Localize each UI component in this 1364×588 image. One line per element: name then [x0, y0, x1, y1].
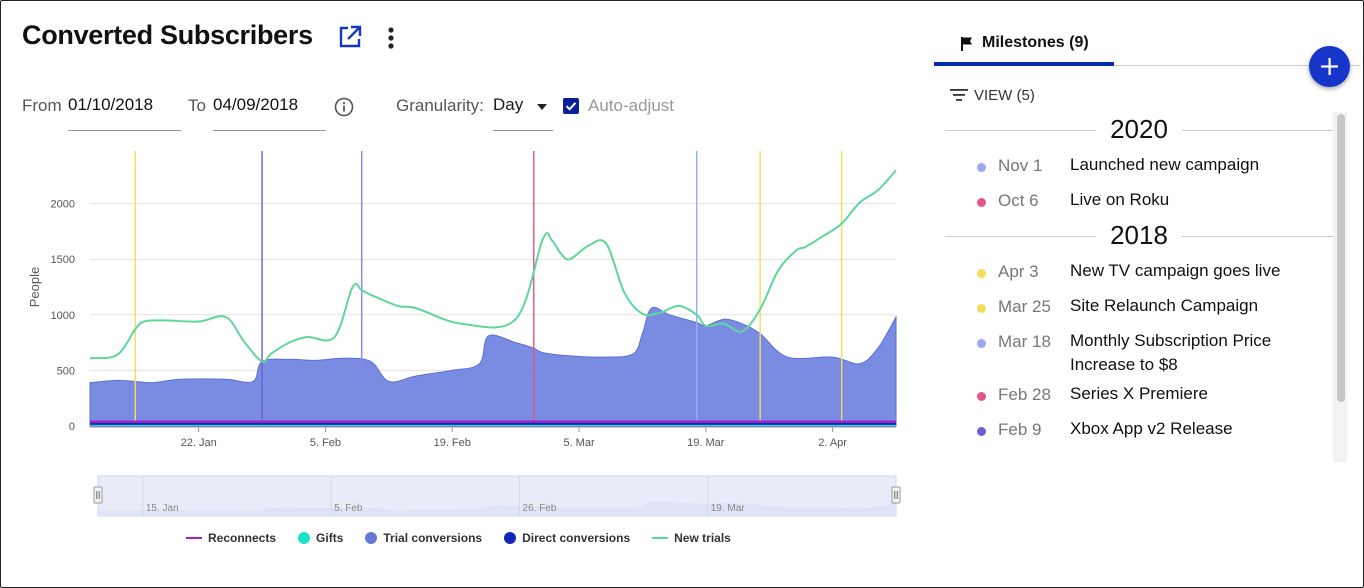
view-filter-button[interactable]: VIEW (5): [950, 84, 1035, 106]
check-icon: [565, 102, 577, 111]
x-tick-label: 5. Feb: [310, 437, 341, 449]
legend-swatch: [652, 537, 669, 539]
milestone-item[interactable]: Mar 25 Site Relaunch Campaign: [945, 289, 1333, 324]
year-label: 2018: [1096, 220, 1182, 251]
more-vertical-icon[interactable]: [381, 26, 401, 52]
milestone-date: Apr 3: [998, 262, 1039, 281]
from-date-field[interactable]: 01/10/2018: [68, 95, 181, 131]
milestone-title: Series X Premiere: [1070, 384, 1208, 403]
to-date-field[interactable]: 04/09/2018: [213, 95, 326, 131]
y-axis-label: People: [27, 267, 42, 307]
milestone-color-dot: [977, 269, 986, 278]
legend-item[interactable]: Reconnects: [186, 531, 276, 545]
page-title: Converted Subscribers: [22, 20, 313, 50]
milestone-item[interactable]: Oct 6 Live on Roku: [945, 183, 1333, 218]
milestone-color-dot: [977, 427, 986, 436]
year-header: 2018: [945, 218, 1333, 254]
from-label: From: [22, 96, 62, 115]
legend-label: Direct conversions: [522, 531, 631, 545]
legend-swatch: [365, 532, 378, 544]
y-tick-label: 1500: [51, 254, 75, 266]
milestone-title: Monthly Subscription Price Increase to $…: [1070, 331, 1272, 374]
milestone-color-dot: [977, 339, 986, 348]
legend-item[interactable]: Gifts: [298, 531, 343, 545]
info-icon[interactable]: [334, 97, 354, 117]
legend-label: Gifts: [316, 531, 344, 545]
navigator-right-handle[interactable]: [891, 486, 901, 504]
milestone-item[interactable]: Feb 9 Xbox App v2 Release: [945, 412, 1333, 447]
y-tick-label: 0: [69, 421, 75, 433]
milestone-color-dot: [977, 304, 986, 313]
trial-conversions-area[interactable]: [89, 306, 897, 427]
year-label: 2020: [1096, 114, 1182, 145]
legend-item[interactable]: Direct conversions: [504, 531, 630, 545]
milestone-item[interactable]: Apr 3 New TV campaign goes live: [945, 254, 1333, 289]
granularity-select[interactable]: Day: [493, 95, 553, 131]
navigator-tick-label: 26. Feb: [522, 503, 556, 514]
milestone-item[interactable]: Feb 28 Series X Premiere: [945, 377, 1333, 412]
external-link-icon[interactable]: [337, 24, 363, 50]
x-tick-label: 2. Apr: [818, 437, 847, 449]
navigator-left-handle[interactable]: [93, 486, 103, 504]
navigator-series-area: [98, 501, 896, 516]
tab-milestones[interactable]: Milestones (9): [934, 24, 1114, 66]
legend-item[interactable]: Trial conversions: [365, 531, 482, 545]
scrollbar-thumb[interactable]: [1337, 114, 1345, 402]
milestone-title: Live on Roku: [1070, 190, 1170, 209]
milestone-title: Site Relaunch Campaign: [1070, 296, 1259, 315]
granularity-label: Granularity:: [396, 96, 484, 115]
legend-swatch: [186, 537, 202, 539]
legend-label: New trials: [674, 531, 731, 545]
tab-milestones-label: Milestones (9): [982, 34, 1089, 51]
legend-label: Reconnects: [208, 531, 277, 545]
milestone-color-dot: [977, 392, 986, 401]
milestone-title: New TV campaign goes live: [1070, 261, 1281, 280]
auto-adjust-label: Auto-adjust: [588, 96, 674, 115]
milestone-date: Mar 25: [998, 297, 1051, 316]
milestone-date: Feb 28: [998, 385, 1051, 404]
auto-adjust-checkbox[interactable]: [563, 98, 579, 114]
new-trials-line[interactable]: [89, 169, 897, 363]
milestone-color-dot: [977, 198, 986, 207]
add-milestone-button[interactable]: [1309, 46, 1350, 87]
milestone-item[interactable]: Nov 1 Launched new campaign: [945, 148, 1333, 183]
granularity-value: Day: [493, 95, 524, 114]
milestone-color-dot: [977, 163, 986, 172]
tab-divider: [1114, 65, 1360, 66]
navigator-tick-label: 19. Mar: [711, 503, 746, 514]
x-tick-label: 19. Mar: [687, 437, 725, 449]
subscribers-chart[interactable]: 0 500 1000 1500 2000 People 22. Jan 5. Feb 19. F…: [0, 140, 910, 525]
navigator-tick-label: 15. Jan: [146, 503, 179, 514]
milestone-date: Oct 6: [998, 191, 1039, 210]
milestone-title: Launched new campaign: [1070, 155, 1260, 174]
year-header: 2020: [945, 112, 1333, 148]
active-tab-indicator: [934, 62, 1114, 66]
chevron-down-icon: [537, 104, 547, 110]
legend-swatch: [298, 532, 311, 544]
legend-swatch: [504, 532, 517, 544]
milestones-list: 2020 Nov 1 Launched new campaign Oct 6 Live …: [945, 112, 1333, 462]
y-tick-label: 2000: [51, 199, 75, 211]
milestone-date: Mar 18: [998, 332, 1051, 351]
milestone-date: Nov 1: [998, 156, 1043, 175]
x-tick-label: 5. Mar: [563, 437, 595, 449]
chart-legend: Reconnects Gifts Trial conversions Direct c…: [186, 531, 753, 545]
milestone-item[interactable]: Mar 18 Monthly Subscription Price Increas…: [945, 324, 1333, 377]
navigator-tick-label: 5. Feb: [334, 503, 363, 514]
y-tick-label: 1000: [51, 310, 75, 322]
legend-item[interactable]: New trials: [652, 531, 731, 545]
flag-icon: [961, 37, 972, 51]
milestone-date: Feb 9: [998, 420, 1042, 439]
view-filter-label: VIEW (5): [974, 86, 1035, 104]
legend-label: Trial conversions: [383, 531, 483, 545]
y-tick-label: 500: [57, 365, 75, 377]
milestone-title: Xbox App v2 Release: [1070, 419, 1233, 438]
to-label: To: [188, 96, 206, 115]
plus-icon: [1321, 58, 1338, 75]
x-tick-label: 19. Feb: [434, 437, 471, 449]
x-tick-label: 22. Jan: [181, 437, 217, 449]
filter-icon: [950, 89, 968, 101]
